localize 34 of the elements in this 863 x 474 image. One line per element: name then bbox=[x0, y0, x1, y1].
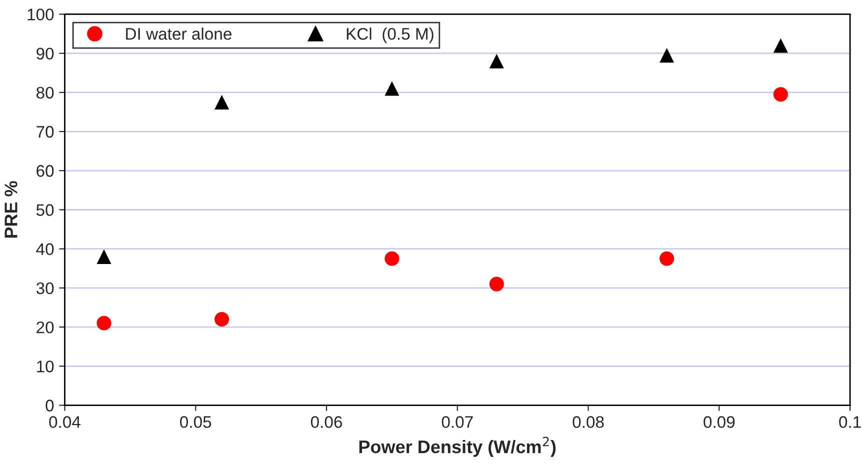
x-tick-label: 0.07 bbox=[442, 416, 473, 428]
y-tick-label: 60 bbox=[36, 165, 54, 177]
y-tick-label: 40 bbox=[36, 243, 54, 256]
point bbox=[773, 38, 788, 53]
y-tick-label: 30 bbox=[36, 282, 54, 294]
point bbox=[96, 249, 112, 264]
x-tick-label: 0.05 bbox=[180, 416, 212, 428]
y-tick-label: 100 bbox=[28, 8, 54, 20]
point bbox=[384, 251, 400, 266]
legend-label: DI water alone bbox=[126, 28, 232, 40]
y-tick-label: 70 bbox=[36, 126, 54, 138]
point bbox=[489, 276, 504, 292]
y-axis-title: PRE % bbox=[4, 181, 18, 238]
y-tick-label: 50 bbox=[36, 204, 54, 216]
y-tick-label: 80 bbox=[36, 86, 54, 99]
point bbox=[96, 316, 112, 330]
y-tick-label: 10 bbox=[37, 360, 54, 372]
point bbox=[773, 87, 788, 102]
y-tick-label: 90 bbox=[36, 48, 54, 60]
x-tick-label: 0.08 bbox=[572, 416, 604, 428]
point bbox=[384, 81, 400, 96]
x-tick-label: 0.09 bbox=[704, 416, 735, 428]
x-tick-label: 0.06 bbox=[310, 416, 342, 428]
point bbox=[660, 251, 674, 266]
x-tick-label: 0.1 bbox=[839, 416, 861, 428]
point bbox=[214, 312, 230, 327]
x-tick-label: 0.04 bbox=[49, 416, 80, 428]
point bbox=[660, 48, 674, 63]
point bbox=[489, 54, 504, 68]
y-tick-label: 20 bbox=[36, 321, 54, 334]
legend-label: KCl (0.5 M) bbox=[346, 28, 434, 44]
y-tick-label: 0 bbox=[46, 400, 54, 412]
x-axis-title: Power Density (W/cm$^{2}$) bbox=[359, 436, 556, 457]
point bbox=[214, 94, 230, 110]
